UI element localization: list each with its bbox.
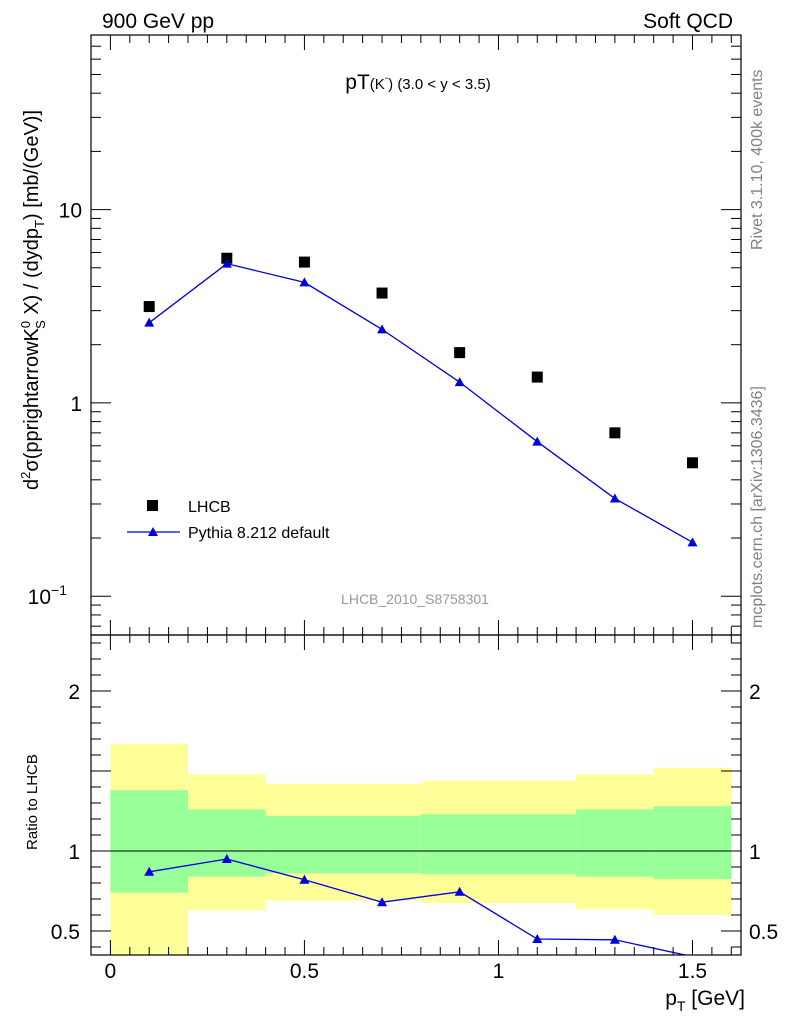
main-y-tick-label: 10 xyxy=(59,200,82,223)
lhcb-data-point xyxy=(221,252,233,264)
x-tick-label: 1 xyxy=(493,960,505,983)
ratio-y-tick-label-left: 1 xyxy=(68,841,80,864)
legend: LHCB Pythia 8.212 default xyxy=(127,499,330,542)
x-tick-label: 0 xyxy=(105,960,117,983)
ratio-y-tick-label-right: 2 xyxy=(749,681,761,704)
ratio-axis-ticks xyxy=(91,635,741,955)
ratio-band-inner xyxy=(265,815,421,874)
ratio-point xyxy=(454,886,465,896)
pythia-point xyxy=(221,258,232,268)
lhcb-data-point xyxy=(609,427,621,439)
ratio-point xyxy=(609,934,620,944)
lhcb-data-point xyxy=(143,301,155,313)
ratio-band-inner xyxy=(110,790,189,893)
title-particle: (K xyxy=(370,76,385,93)
ratio-y-tick-label-left: 0.5 xyxy=(51,921,80,944)
main-plot-frame xyxy=(90,34,742,636)
x-tick-labels: 0 0.5 1 1.5 xyxy=(105,960,708,983)
ratio-point xyxy=(377,897,388,907)
main-y-tick-label: 1 xyxy=(70,393,82,416)
ratio-y-tick-label-left: 2 xyxy=(68,681,80,704)
header-right-label: Soft QCD xyxy=(643,10,733,33)
pythia-point xyxy=(532,436,543,446)
pythia-point xyxy=(299,277,310,287)
main-series-layer xyxy=(143,252,698,547)
ratio-band-inner xyxy=(420,814,577,875)
pythia-point xyxy=(454,377,465,387)
ratio-point xyxy=(299,874,310,884)
lhcb-data-point xyxy=(686,457,698,469)
x-tick-label: 0.5 xyxy=(290,960,319,983)
watermark-label: LHCB_2010_S8758301 xyxy=(341,591,489,607)
ratio-y-tick-label-right: 0.5 xyxy=(749,921,778,944)
pythia-point xyxy=(144,317,155,327)
ratio-plot-frame xyxy=(90,634,742,956)
ratio-line xyxy=(149,858,689,955)
x-axis-label: pT [GeV] xyxy=(665,987,745,1014)
ratio-uncertainty-bands xyxy=(110,743,732,955)
x-tick-label: 1.5 xyxy=(678,960,707,983)
ratio-band-inner xyxy=(576,809,654,877)
legend-label-lhcb: LHCB xyxy=(188,499,231,516)
title-particle-sup: - xyxy=(385,73,388,84)
title-particle-close: ) xyxy=(388,76,393,93)
main-axis-ticks xyxy=(91,34,741,635)
lhcb-data-point xyxy=(454,347,466,359)
ratio-point xyxy=(532,934,543,943)
legend-marker-lhcb xyxy=(147,500,158,511)
main-y-tick-label: 10−1 xyxy=(28,582,68,609)
title-rapidity-range: (3.0 < y < 3.5) xyxy=(397,76,490,93)
ratio-point xyxy=(144,866,155,876)
ratio-series-layer xyxy=(144,854,689,955)
ratio-y-tick-label-right: 1 xyxy=(749,841,761,864)
lhcb-data-point xyxy=(298,256,310,268)
ratio-y-axis-label: Ratio to LHCB xyxy=(24,754,41,850)
main-panel: LHCB_2010_S8758301 pT(K-) (3.0 < y < 3.5… xyxy=(18,34,742,636)
pythia-line xyxy=(148,262,693,543)
rivet-version-label: Rivet 3.1.10, 400k events xyxy=(749,69,766,250)
main-y-axis-label: d2σ(pprightarrowK0S X) / (dydpT) [mb/(Ge… xyxy=(18,110,48,490)
ratio-point xyxy=(221,854,232,863)
pythia-point xyxy=(609,493,620,503)
pythia-point xyxy=(377,324,388,334)
lhcb-data-point xyxy=(531,371,543,383)
title-pt: pT xyxy=(345,71,370,94)
ratio-band-inner xyxy=(653,806,732,879)
pythia-point xyxy=(687,537,698,547)
main-y-tick-label-exponent: −1 xyxy=(51,582,67,598)
legend-label-pythia: Pythia 8.212 default xyxy=(188,525,330,542)
ratio-panel: 0.5 0.5 1 1 2 2 0 0.5 1 1.5 Ratio to LHCB pT [Ge… xyxy=(24,634,778,1014)
header-left-label: 900 GeV pp xyxy=(102,10,214,33)
main-plot-title: pT(K-) (3.0 < y < 3.5) xyxy=(345,71,490,94)
ratio-y-tick-labels: 0.5 0.5 1 1 2 2 xyxy=(51,681,778,944)
mcplots-label: mcplots.cern.ch [arXiv:1306.3436] xyxy=(749,386,766,628)
legend-marker-pythia xyxy=(148,527,158,536)
lhcb-data-point xyxy=(376,287,388,299)
